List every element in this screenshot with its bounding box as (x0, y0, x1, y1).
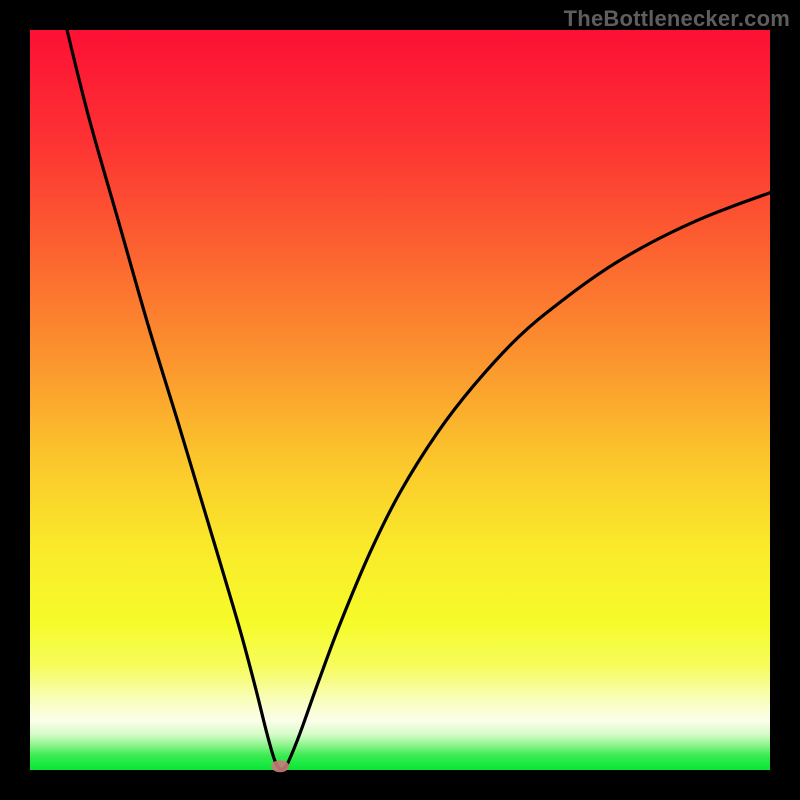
chart-container: TheBottlenecker.com (0, 0, 800, 800)
bottleneck-chart (0, 0, 800, 800)
plot-background (30, 30, 770, 770)
watermark-text: TheBottlenecker.com (564, 6, 790, 32)
optimal-point-marker (271, 760, 289, 772)
